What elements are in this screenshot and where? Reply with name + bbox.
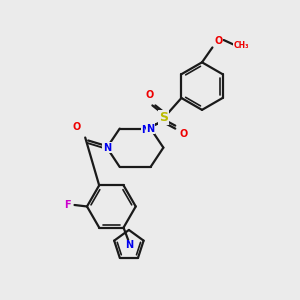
Text: N: N [142,125,150,135]
Text: O: O [179,129,188,139]
Text: S: S [159,111,168,124]
Text: O: O [214,36,223,46]
Text: N: N [125,240,133,250]
Text: N: N [146,124,155,134]
Text: CH₃: CH₃ [233,41,249,50]
Text: F: F [64,200,71,210]
Text: N: N [103,142,111,153]
Text: O: O [145,90,154,100]
Text: O: O [72,122,80,132]
